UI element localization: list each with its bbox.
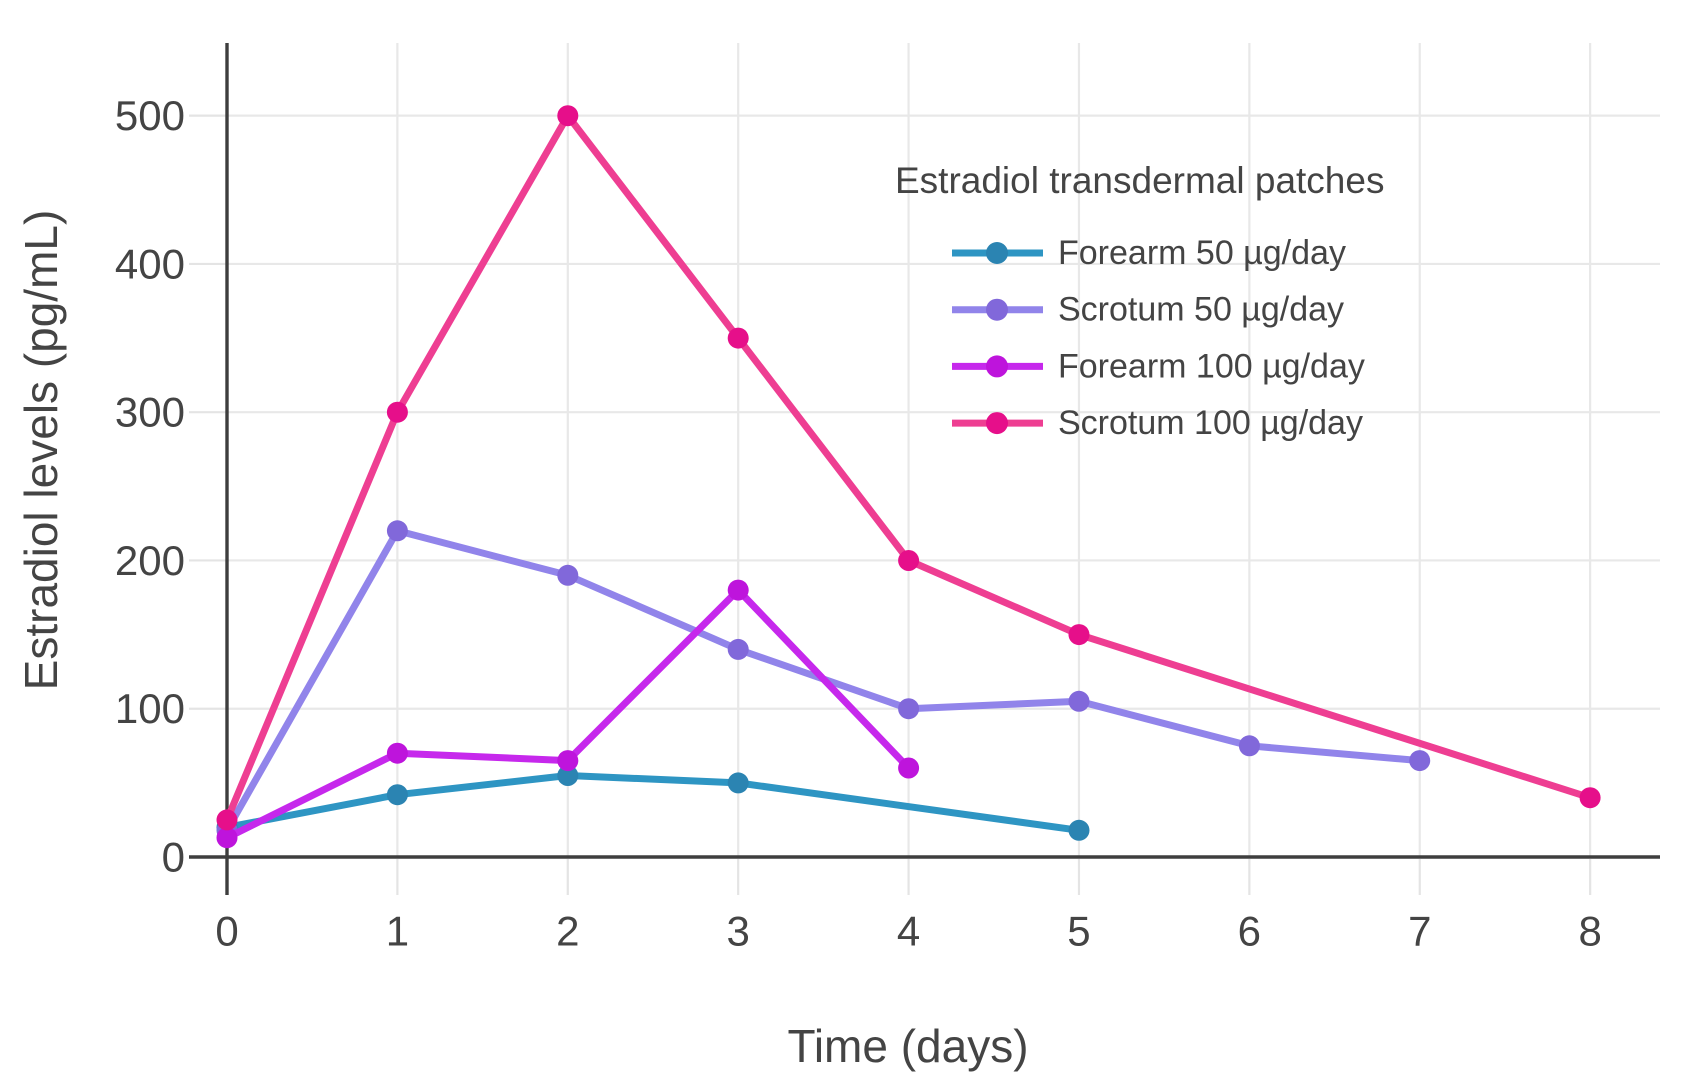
- data-point-scrotum-100-day1: [386, 401, 408, 423]
- legend-swatch-dot-forearm-100: [986, 355, 1008, 378]
- legend-swatch-dot-forearm-50: [986, 242, 1008, 264]
- data-point-forearm-100-day0: [216, 827, 238, 849]
- x-tick-label-8: 8: [1578, 908, 1601, 955]
- y-tick-label-500: 500: [115, 92, 185, 139]
- data-point-forearm-50-day2: [557, 765, 579, 786]
- series-line-forearm-50: [223, 772, 1083, 834]
- legend-swatch-dot-scrotum-50: [986, 298, 1008, 321]
- data-point-scrotum-50-day4: [898, 698, 920, 720]
- legend-label-forearm-50: Forearm 50 µg/day: [1058, 234, 1346, 272]
- x-tick-label-6: 6: [1238, 908, 1261, 955]
- series-layer: [216, 105, 1601, 849]
- y-tick-label-0: 0: [162, 834, 185, 881]
- x-tick-label-2: 2: [556, 908, 579, 955]
- x-tick-label-4: 4: [897, 908, 920, 955]
- data-point-forearm-100-day2: [557, 750, 579, 772]
- data-point-scrotum-50-day2: [557, 564, 579, 586]
- data-point-scrotum-50-day7: [1409, 750, 1431, 772]
- legend-label-forearm-100: Forearm 100 µg/day: [1058, 347, 1365, 385]
- data-point-forearm-100-day3: [727, 579, 749, 601]
- series-forearm-100: [216, 579, 920, 849]
- data-point-scrotum-100-day8: [1579, 787, 1601, 809]
- x-tick-label-1: 1: [386, 908, 409, 955]
- data-point-scrotum-100-day0: [216, 809, 238, 831]
- data-point-scrotum-100-day5: [1068, 624, 1090, 646]
- y-tick-label-400: 400: [115, 240, 185, 287]
- x-axis-title: Time (days): [787, 1020, 1028, 1072]
- x-tick-label-3: 3: [726, 908, 749, 955]
- legend-label-scrotum-50: Scrotum 50 µg/day: [1058, 291, 1344, 329]
- grid-layer: [189, 43, 1660, 895]
- data-point-scrotum-100-day4: [898, 550, 920, 571]
- x-tick-label-0: 0: [215, 908, 238, 955]
- legend-item-scrotum-50[interactable]: Scrotum 50 µg/day: [952, 291, 1344, 329]
- y-tick-label-200: 200: [115, 537, 185, 584]
- series-scrotum-100: [216, 105, 1601, 831]
- x-tick-label-5: 5: [1067, 908, 1090, 955]
- data-point-scrotum-50-day5: [1068, 690, 1090, 712]
- data-point-scrotum-100-day3: [727, 327, 749, 349]
- legend: Forearm 50 µg/day Scrotum 50 µg/day Forear…: [952, 234, 1365, 442]
- legend-item-forearm-100[interactable]: Forearm 100 µg/day: [952, 347, 1365, 385]
- data-point-forearm-100-day4: [898, 757, 920, 779]
- legend-swatch-dot-scrotum-100: [986, 412, 1008, 435]
- data-point-scrotum-50-day3: [727, 638, 749, 660]
- legend-label-scrotum-100: Scrotum 100 µg/day: [1058, 404, 1363, 442]
- axes-layer: [189, 43, 1660, 895]
- legend-title: Estradiol transdermal patches: [895, 160, 1384, 201]
- legend-item-scrotum-100[interactable]: Scrotum 100 µg/day: [952, 404, 1363, 442]
- data-point-forearm-50-day1: [386, 784, 408, 806]
- data-point-forearm-50-day3: [727, 772, 749, 794]
- data-point-forearm-100-day1: [386, 742, 408, 764]
- tick-labels-layer: 0 100 200 300 400 500 0 1 2 3 4 5 6 7 8: [115, 92, 1602, 954]
- legend-item-forearm-50[interactable]: Forearm 50 µg/day: [952, 234, 1346, 272]
- x-tick-label-7: 7: [1408, 908, 1431, 955]
- data-point-scrotum-50-day1: [386, 520, 408, 542]
- data-point-scrotum-50-day6: [1238, 735, 1260, 757]
- data-point-forearm-50-day5: [1068, 819, 1090, 841]
- y-axis-title: Estradiol levels (pg/mL): [15, 210, 67, 691]
- y-tick-label-300: 300: [115, 389, 185, 436]
- data-point-scrotum-100-day2: [557, 105, 579, 127]
- y-tick-label-100: 100: [115, 685, 185, 732]
